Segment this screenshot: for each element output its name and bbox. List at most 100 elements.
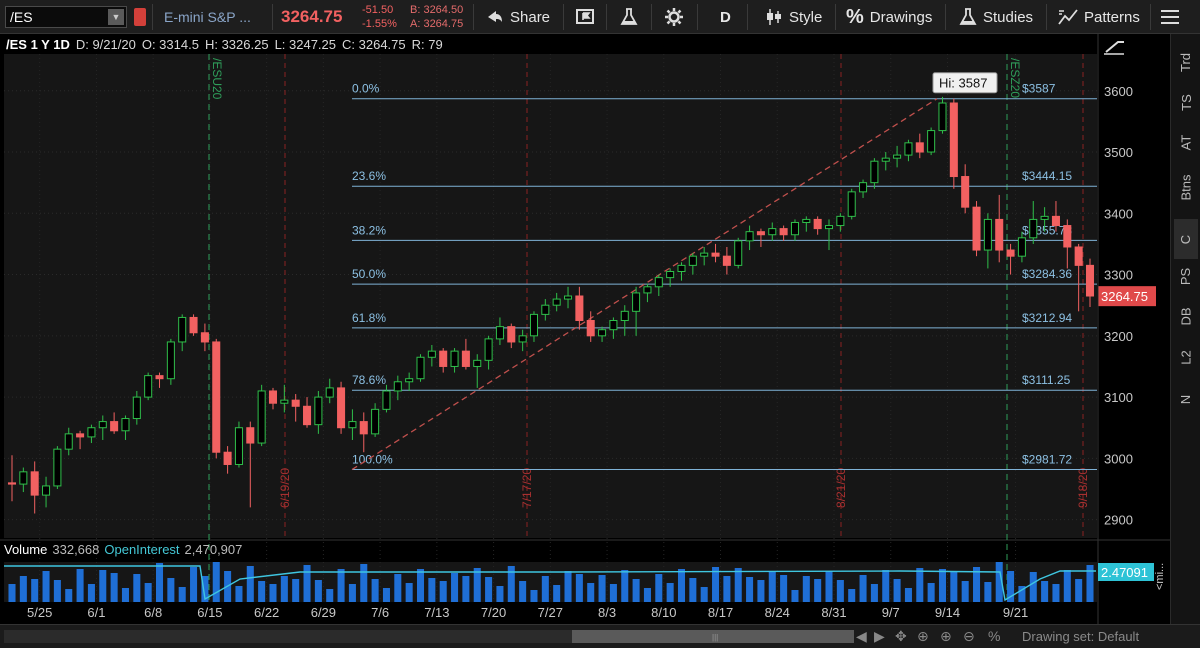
- volume-bar: [371, 579, 379, 602]
- scrollbar-thumb[interactable]: |||: [572, 630, 854, 643]
- divider: [651, 4, 652, 30]
- last-price: 3264.75: [281, 7, 343, 26]
- volume-bar: [212, 562, 220, 602]
- candle-body: [200, 332, 209, 343]
- date-axis-tick: 8/24: [765, 605, 790, 620]
- event-marker-label: 6/19/20: [278, 468, 292, 508]
- candle-body: [19, 471, 28, 485]
- share-button[interactable]: Share: [486, 0, 550, 34]
- menu-button[interactable]: [1160, 0, 1180, 34]
- side-tab-l2[interactable]: L2: [1174, 337, 1198, 377]
- percent-icon[interactable]: %: [988, 628, 1001, 644]
- side-tab-label: PS: [1178, 267, 1194, 285]
- side-tab-n[interactable]: N: [1174, 379, 1198, 419]
- volume-bar: [836, 580, 844, 602]
- candle-body: [495, 326, 504, 340]
- volume-bar: [292, 579, 300, 602]
- flask-button[interactable]: [620, 0, 638, 34]
- volume-bar: [848, 589, 856, 602]
- volume-bar: [1007, 571, 1015, 602]
- symbol-input[interactable]: /ES ▼: [5, 6, 127, 28]
- candle-body: [291, 399, 300, 407]
- volume-bar: [916, 568, 924, 602]
- crosshair-icon[interactable]: ⊕: [917, 628, 929, 644]
- candle-body: [961, 176, 970, 208]
- candle-body: [212, 341, 221, 453]
- side-tab-btns[interactable]: Btns: [1174, 167, 1198, 207]
- volume-bar: [814, 579, 822, 602]
- fib-level-percent: 23.6%: [352, 169, 386, 183]
- pan-icon[interactable]: ✥: [895, 628, 907, 644]
- volume-bar: [99, 570, 107, 602]
- drawing-set-label[interactable]: Drawing set: Default: [1022, 629, 1140, 644]
- volume-bar: [598, 575, 606, 602]
- volume-bar: [416, 569, 425, 602]
- candle-body: [688, 255, 697, 266]
- chevron-down-icon[interactable]: ▼: [108, 9, 124, 25]
- side-tab-c[interactable]: C: [1174, 219, 1198, 259]
- volume-bar: [519, 581, 527, 602]
- volume-bar: [1063, 570, 1071, 602]
- candle-body: [1006, 249, 1015, 257]
- side-tab-label: DB: [1178, 306, 1194, 326]
- volume-bar: [462, 576, 470, 602]
- volume-bar: [42, 571, 50, 602]
- zoom-out-icon[interactable]: ⊖: [963, 628, 975, 644]
- side-tab-label: TS: [1178, 93, 1194, 111]
- side-tab-label: AT: [1178, 134, 1194, 150]
- bottom-bar: ||| ◀ ▶ ✥ ⊕ ⊕ ⊖ % Drawing set: Default: [0, 624, 1200, 648]
- fib-level-price: $3284.36: [1022, 267, 1072, 281]
- divider: [152, 4, 153, 30]
- candle-body: [927, 130, 936, 153]
- side-tab-at[interactable]: AT: [1174, 122, 1198, 162]
- volume-bar: [110, 573, 118, 602]
- side-tab-trd[interactable]: Trd: [1174, 42, 1198, 82]
- patterns-button[interactable]: Patterns: [1058, 0, 1140, 34]
- candle-body: [1040, 215, 1049, 220]
- settings-button[interactable]: [665, 0, 683, 34]
- price-axis-tick: 3200: [1104, 329, 1133, 344]
- volume-bar: [65, 589, 73, 602]
- volume-bar: [700, 587, 708, 602]
- header-low: L: 3247.25: [274, 36, 337, 52]
- volume-bar: [507, 566, 515, 602]
- drawings-button[interactable]: % Drawings: [846, 0, 932, 34]
- volume-bar: [326, 589, 334, 602]
- volume-bar: [1029, 572, 1037, 602]
- studies-button[interactable]: Studies: [959, 0, 1033, 34]
- candle-body: [223, 451, 232, 465]
- side-tab-label: N: [1178, 394, 1194, 404]
- volume-bar: [859, 575, 867, 602]
- side-tab-ts[interactable]: TS: [1174, 82, 1198, 122]
- zoom-in-icon[interactable]: ⊕: [940, 628, 952, 644]
- price-chart[interactable]: 2900 3000 3100 3200 3300 3400 3500 3600 5/25 6/1 6…: [0, 34, 1170, 624]
- volume-bar: [133, 574, 141, 602]
- percent-change: -1.55%: [362, 18, 397, 30]
- volume-bar: [428, 578, 436, 602]
- date-axis-tick: 8/31: [821, 605, 846, 620]
- scroll-left-icon[interactable]: ◀: [856, 628, 867, 644]
- aggregation-button[interactable]: D: [720, 8, 731, 26]
- fib-level-price: $2981.72: [1022, 453, 1072, 467]
- horizontal-scrollbar[interactable]: |||: [4, 630, 854, 643]
- side-tab-db[interactable]: DB: [1174, 296, 1198, 336]
- price-axis-tick: 3100: [1104, 390, 1133, 405]
- volume-bar: [564, 571, 572, 602]
- candle-body: [541, 304, 550, 315]
- scroll-right-icon[interactable]: ▶: [874, 628, 885, 644]
- patterns-label: Patterns: [1084, 8, 1140, 26]
- style-button[interactable]: Style: [765, 0, 822, 34]
- side-tab-ps[interactable]: PS: [1174, 256, 1198, 296]
- candle-body: [1029, 218, 1038, 239]
- link-color-tag-icon[interactable]: [134, 8, 146, 26]
- price-axis-tick: 3300: [1104, 268, 1133, 283]
- candle-body: [745, 231, 754, 242]
- divider: [1150, 4, 1151, 30]
- candle-body: [949, 102, 958, 178]
- divider: [606, 4, 607, 30]
- candle-body: [42, 485, 51, 496]
- flag-button[interactable]: [576, 0, 596, 34]
- gear-icon: [665, 8, 683, 26]
- volume-bar: [723, 576, 731, 602]
- candle-body: [314, 396, 323, 426]
